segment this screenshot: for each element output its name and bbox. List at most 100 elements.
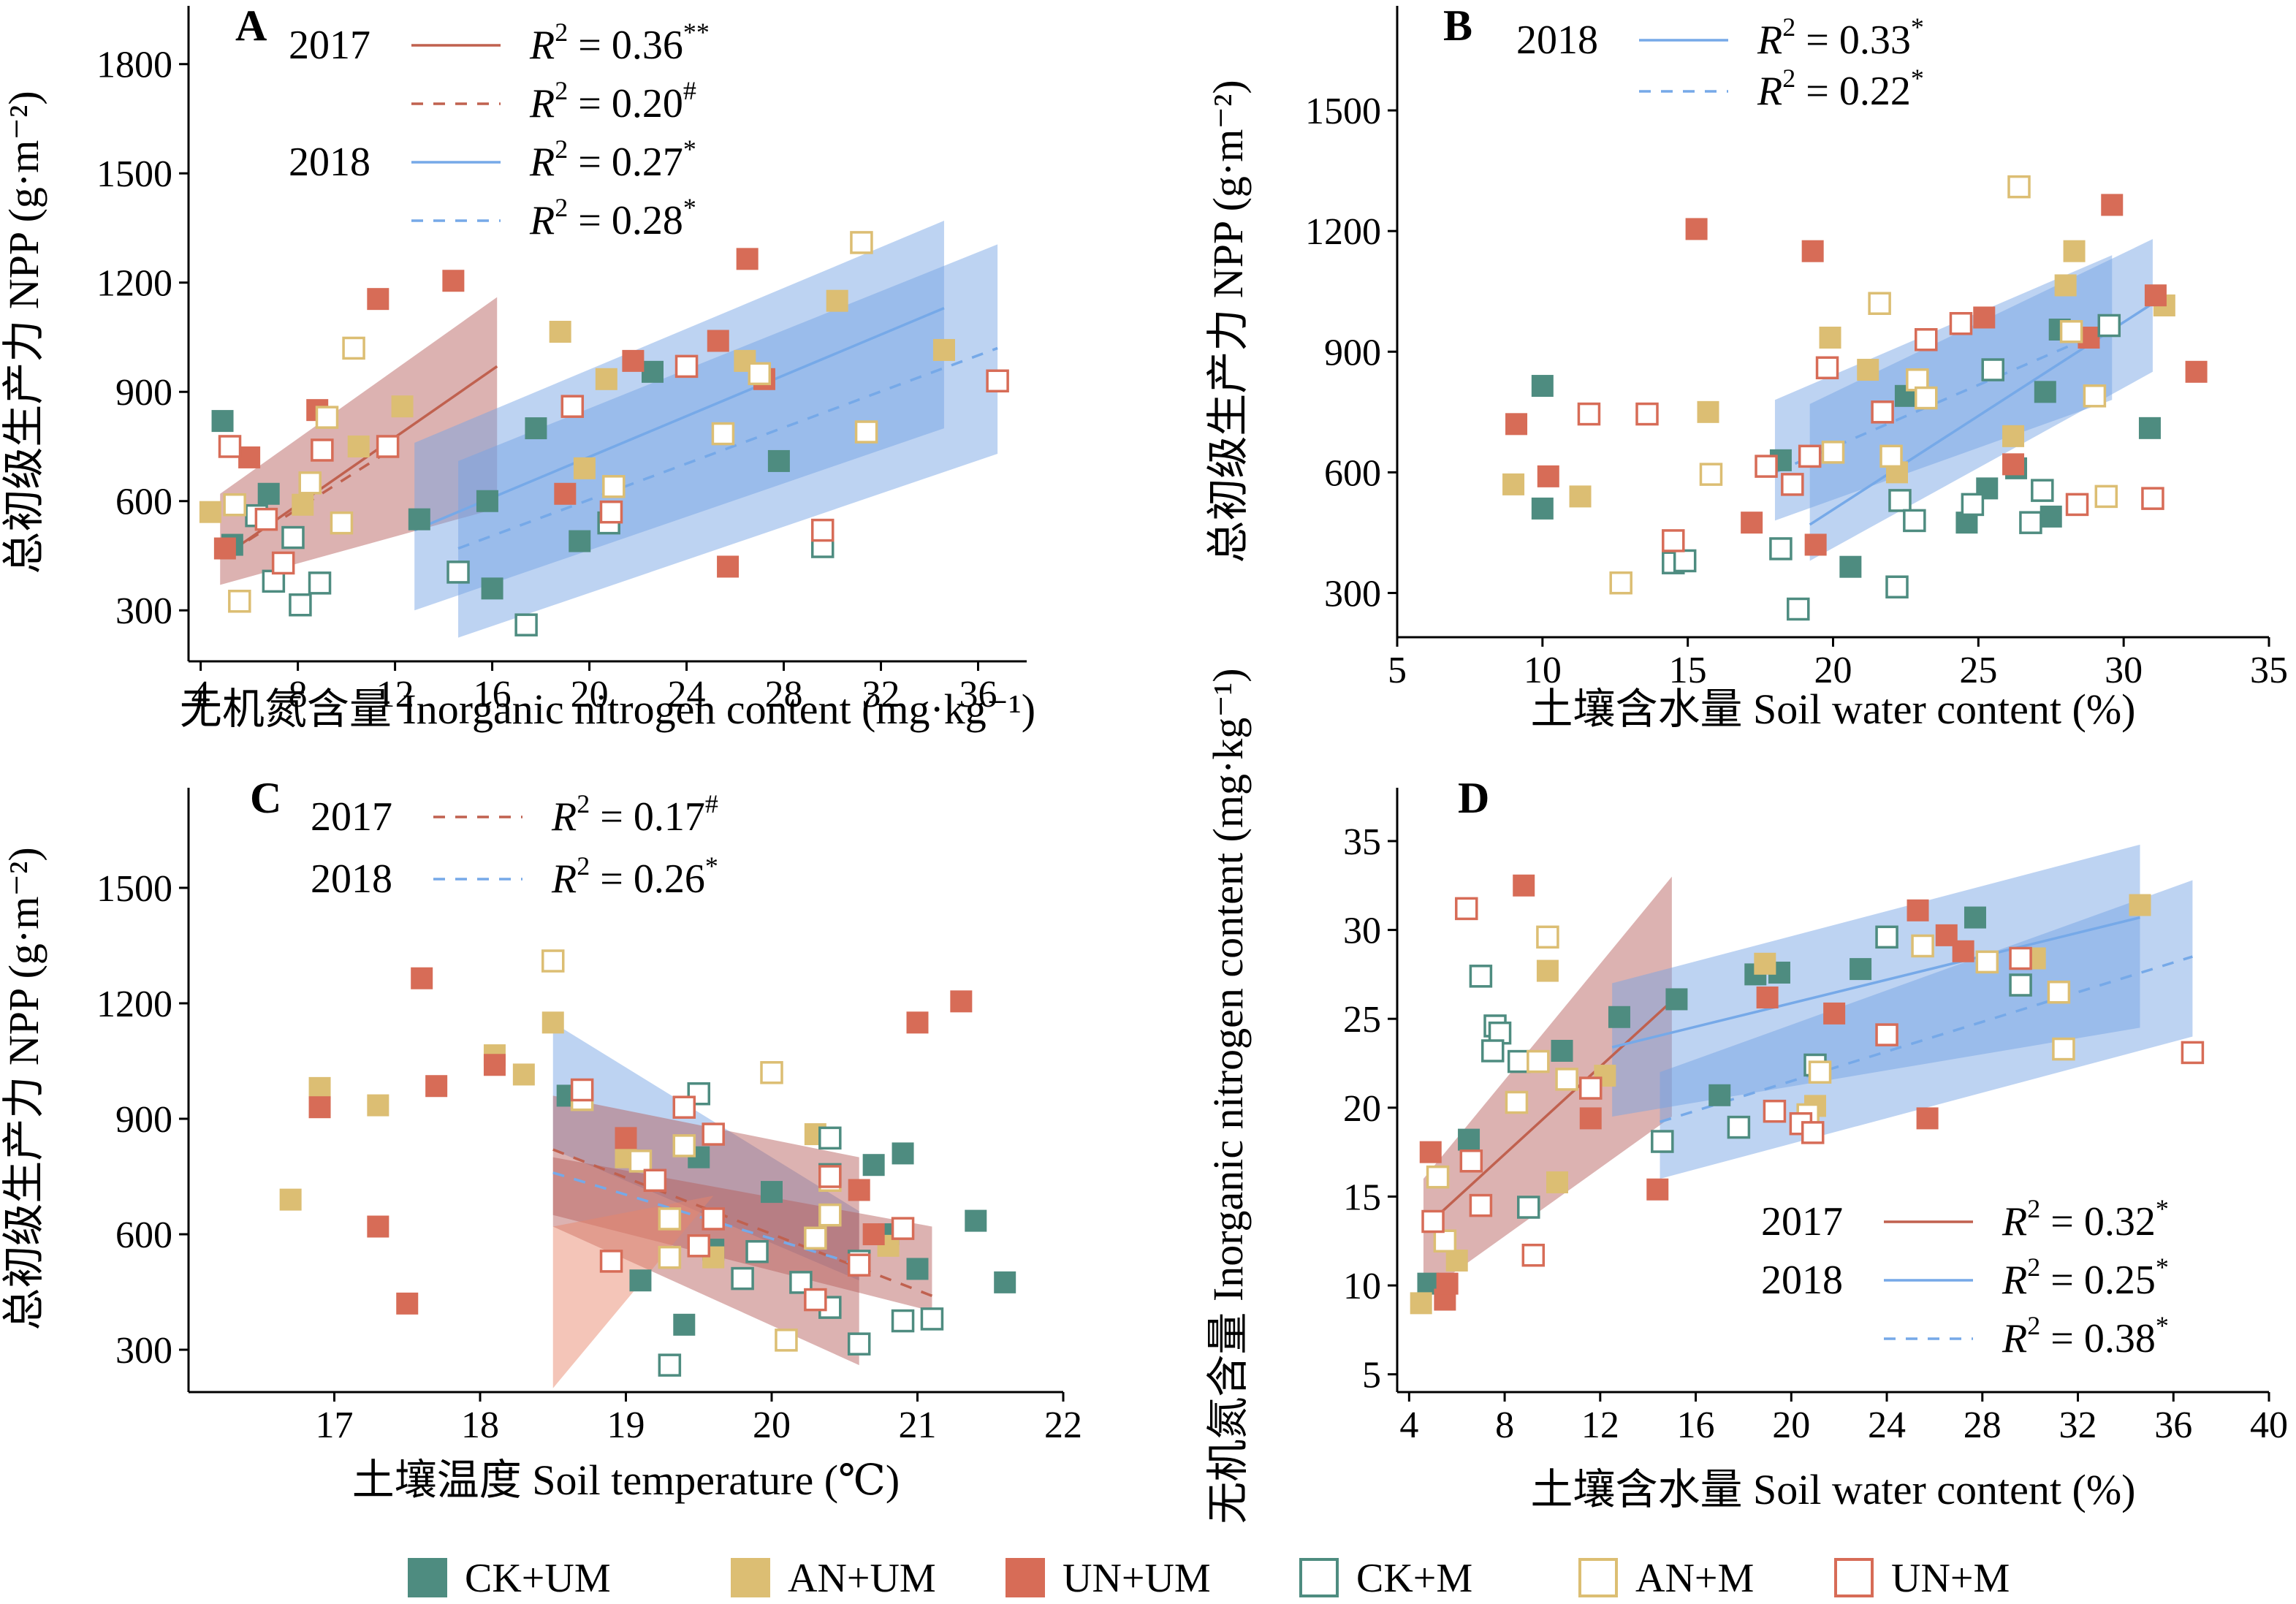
x-tick-label: 20 (1772, 1405, 1810, 1446)
data-point (745, 1239, 769, 1263)
data-point (658, 1245, 682, 1269)
data-point (446, 560, 470, 584)
confidence-band-3 (1660, 880, 2193, 1179)
data-point (1697, 400, 1719, 423)
data-point (554, 482, 577, 505)
data-point (2181, 1041, 2205, 1065)
legend-swatch (1834, 1558, 1874, 1597)
data-point (736, 248, 759, 270)
data-point (643, 1168, 667, 1193)
data-point (1755, 455, 1778, 478)
data-point (687, 1234, 710, 1258)
data-point (1973, 306, 1996, 329)
data-point (367, 288, 389, 311)
data-point (950, 990, 973, 1013)
data-point (476, 490, 498, 512)
x-axis-label: 土壤含水量 Soil water content (%) (1531, 1466, 2136, 1513)
data-point (2065, 493, 2089, 517)
x-tick-label: 22 (1044, 1405, 1082, 1446)
data-point (525, 417, 547, 440)
x-tick-label: 21 (899, 1405, 937, 1446)
legend-label: UN+M (1891, 1556, 2010, 1601)
x-tick-label: 16 (1677, 1405, 1715, 1446)
y-tick-label: 1800 (96, 45, 172, 86)
legend-swatch (731, 1558, 770, 1597)
y-tick-label: 1200 (1305, 211, 1381, 253)
data-point (315, 406, 339, 429)
x-tick-label: 36 (2154, 1405, 2192, 1446)
data-point (1458, 1128, 1480, 1151)
data-point (2097, 313, 2121, 338)
regression-line-1 (1422, 1000, 1673, 1230)
legend-r2: R2 = 0.28* (529, 193, 696, 243)
regression-line-2 (1611, 916, 2140, 1049)
panel-a: 4 8 12 16 20 24 28 32 36 300 600 900 1200 1500 1800 无机氮… (0, 1, 1035, 733)
data-point (1850, 958, 1872, 981)
x-tick-label: 4 (1399, 1405, 1418, 1446)
x-tick-label: 32 (2059, 1405, 2097, 1446)
data-point (2009, 973, 2032, 997)
data-point (1911, 934, 1934, 958)
data-point (1646, 1178, 1669, 1201)
data-point (1410, 1292, 1432, 1315)
x-tick-label: 35 (2250, 650, 2288, 691)
y-tick-label: 1200 (96, 984, 172, 1025)
confidence-band-3 (552, 1157, 932, 1312)
x-tick-label: 28 (1964, 1405, 2002, 1446)
data-point (2009, 946, 2032, 970)
data-point (847, 1332, 871, 1356)
data-point (854, 420, 878, 444)
panel-letter: D (1458, 774, 1489, 822)
data-point (1981, 358, 2004, 381)
data-point (891, 1217, 915, 1240)
y-tick-label: 1200 (96, 263, 172, 305)
data-point (2054, 274, 2077, 297)
legend-label: AN+UM (788, 1556, 936, 1601)
data-point (994, 1271, 1016, 1293)
data-point (1952, 940, 1974, 962)
data-point (1857, 359, 1879, 381)
y-tick-label: 900 (1324, 332, 1381, 373)
legend-label: UN+UM (1063, 1556, 1211, 1601)
data-point (1975, 950, 1999, 974)
x-tick-label: 12 (376, 674, 414, 715)
x-tick-label: 28 (765, 674, 803, 715)
data-point (1419, 1141, 1442, 1163)
confidence-band-2 (414, 221, 944, 611)
x-tick-label: 18 (461, 1405, 499, 1446)
data-point (599, 500, 623, 524)
legend-r2: R2 = 0.32* (2002, 1194, 2169, 1244)
legend-r2: R2 = 0.17# (551, 789, 718, 840)
data-point (1815, 356, 1839, 380)
data-point (804, 1226, 827, 1250)
data-point (1531, 497, 1554, 520)
data-point (2031, 479, 2054, 502)
x-tick-label: 4 (191, 674, 210, 715)
data-point (411, 967, 433, 989)
x-tick-label: 20 (571, 674, 609, 715)
y-axis-label: 无机氮含量 Inorganic nitrogen content (mg·kg⁻… (1204, 668, 1252, 1524)
data-point (271, 551, 295, 575)
data-point (622, 349, 645, 372)
data-point (1436, 1272, 1459, 1295)
legend-year: 2018 (1516, 18, 1598, 63)
confidence-band-4 (552, 1196, 714, 1388)
data-point (442, 270, 465, 292)
y-tick-label: 1500 (1305, 91, 1381, 132)
y-tick-label: 1500 (96, 153, 172, 195)
panel-d: 4 8 12 16 20 24 28 32 36 40 5 10 15 20 25 30 35 土壤含水量 Soi… (1204, 668, 2288, 1524)
data-point (599, 1250, 623, 1273)
data-point (1536, 925, 1559, 949)
data-point (347, 435, 370, 457)
data-point (906, 1011, 929, 1034)
data-point (1421, 1209, 1445, 1234)
data-point (818, 1203, 842, 1227)
data-point (1839, 555, 1862, 578)
data-point (1907, 899, 1929, 921)
data-point (1507, 1049, 1531, 1073)
data-point (862, 1154, 885, 1177)
data-point (1537, 465, 1559, 487)
data-point (1455, 897, 1478, 921)
data-point (1531, 375, 1554, 398)
regression-legend: 2017 R2 = 0.36** R2 = 0.20# 2018 R2 = 0.27* R… (289, 18, 710, 243)
